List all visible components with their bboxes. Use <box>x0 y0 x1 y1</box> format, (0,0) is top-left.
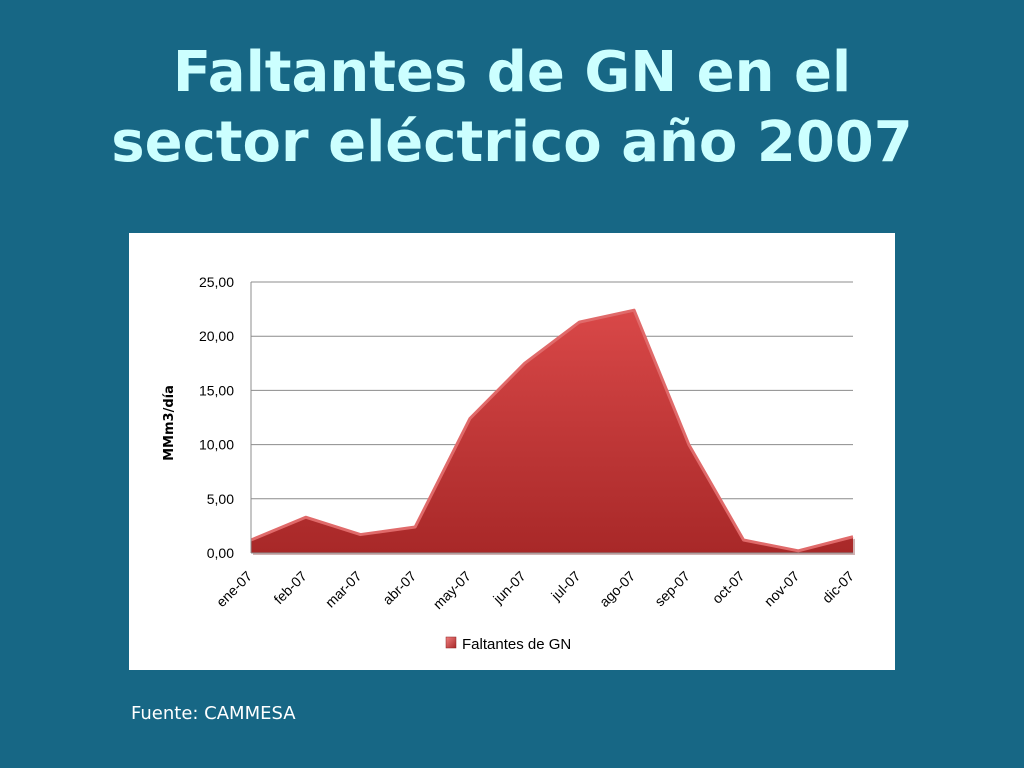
y-tick-label: 10,00 <box>199 437 234 453</box>
y-tick-label: 5,00 <box>207 491 234 507</box>
x-tick-label: abr-07 <box>379 568 419 608</box>
legend-label: Faltantes de GN <box>462 636 571 653</box>
legend: Faltantes de GN <box>445 636 571 653</box>
y-axis-label: MMm3/día <box>162 385 177 461</box>
x-tick-label: dic-07 <box>819 568 857 606</box>
source-note: Fuente: CAMMESA <box>131 703 296 724</box>
x-tick-label: ene-07 <box>213 568 255 610</box>
y-tick-label: 20,00 <box>199 328 234 344</box>
slide-title: Faltantes de GN en el sector eléctrico a… <box>0 38 1024 178</box>
chart-container: 0,00 5,00 10,00 15,00 20,00 25,00 ene-07 feb-0… <box>129 233 895 670</box>
y-tick-label: 25,00 <box>199 274 234 290</box>
y-tick-label: 0,00 <box>207 545 234 561</box>
area-chart: 0,00 5,00 10,00 15,00 20,00 25,00 ene-07 feb-0… <box>162 274 857 653</box>
series-line-faltantes <box>250 308 854 553</box>
series-area-faltantes <box>251 310 853 553</box>
slide-title-line2: sector eléctrico año 2007 <box>111 110 913 175</box>
x-tick-label: nov-07 <box>761 568 803 610</box>
slide-title-line1: Faltantes de GN en el <box>172 40 852 105</box>
x-tick-label: ago-07 <box>596 568 638 610</box>
x-tick-label: may-07 <box>430 568 474 612</box>
x-tick-label: feb-07 <box>270 568 310 608</box>
x-tick-label: jun-07 <box>489 568 529 608</box>
x-tick-label: oct-07 <box>709 568 748 607</box>
x-tick-label: mar-07 <box>322 568 365 611</box>
x-tick-label: jul-07 <box>547 568 583 604</box>
legend-swatch <box>445 636 457 649</box>
y-tick-label: 15,00 <box>199 382 234 398</box>
x-tick-label: sep-07 <box>651 568 693 610</box>
